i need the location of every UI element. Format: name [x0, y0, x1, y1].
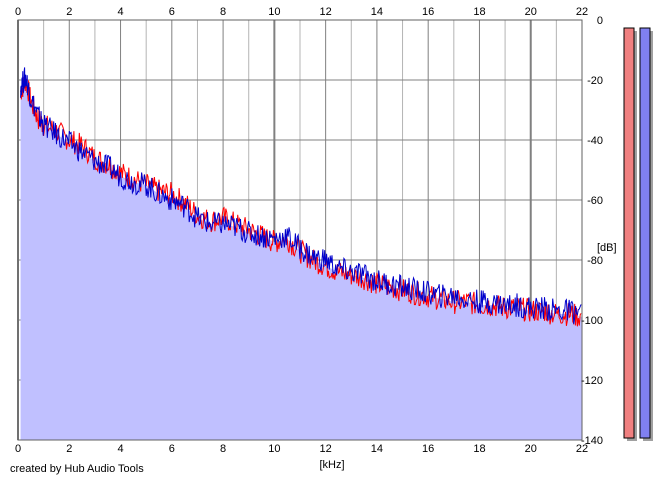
y-tick-label: -140 — [581, 435, 603, 447]
x-tick-label-bottom: 4 — [117, 443, 123, 455]
x-tick-label-top: 2 — [66, 6, 72, 18]
x-tick-label-top: 18 — [473, 6, 485, 18]
right-level-meter — [639, 27, 651, 439]
y-tick-label: 0 — [597, 15, 603, 27]
level-meters — [623, 27, 653, 441]
x-tick-label-bottom: 6 — [169, 443, 175, 455]
x-tick-label-bottom: 14 — [371, 443, 383, 455]
x-tick-label-bottom: 0 — [15, 443, 21, 455]
x-tick-label-bottom: 2 — [66, 443, 72, 455]
x-axis-label: [kHz] — [319, 459, 344, 471]
spectrum-lines — [20, 67, 582, 327]
plot-frame — [17, 19, 583, 441]
x-tick-label-bottom: 20 — [525, 443, 537, 455]
credit-text: created by Hub Audio Tools — [10, 463, 144, 475]
x-tick-label-top: 6 — [169, 6, 175, 18]
x-tick-label-top: 10 — [268, 6, 280, 18]
x-ticks-bottom: 0 2 4 6 8 10 12 14 16 18 20 22 — [15, 443, 588, 455]
y-ticks: 0 -20 -40 -60 -80 -100 -120 -140 — [581, 15, 603, 447]
y-tick-label: -80 — [587, 255, 603, 267]
x-tick-label-top: 22 — [576, 6, 588, 18]
x-tick-label-top: 14 — [371, 6, 383, 18]
y-axis-label: [dB] — [597, 242, 617, 254]
x-tick-label-bottom: 8 — [220, 443, 226, 455]
y-tick-label: -120 — [581, 375, 603, 387]
y-tick-label: -20 — [587, 75, 603, 87]
y-tick-label: -60 — [587, 195, 603, 207]
x-tick-label-bottom: 18 — [473, 443, 485, 455]
x-tick-label-top: 4 — [117, 6, 123, 18]
x-tick-label-top: 16 — [422, 6, 434, 18]
x-tick-label-bottom: 12 — [320, 443, 332, 455]
x-tick-label-top: 12 — [320, 6, 332, 18]
x-tick-label-top: 20 — [525, 6, 537, 18]
x-tick-label-top: 8 — [220, 6, 226, 18]
x-ticks-top: 0 2 4 6 8 10 12 14 16 18 20 22 — [15, 6, 588, 18]
left-level-meter — [623, 27, 635, 439]
x-tick-label-bottom: 10 — [268, 443, 280, 455]
x-tick-label-bottom: 16 — [422, 443, 434, 455]
x-tick-label-top: 0 — [15, 6, 21, 18]
x-tick-label-bottom: 22 — [576, 443, 588, 455]
y-tick-label: -100 — [581, 315, 603, 327]
y-tick-label: -40 — [587, 135, 603, 147]
right-channel-line — [20, 67, 582, 325]
